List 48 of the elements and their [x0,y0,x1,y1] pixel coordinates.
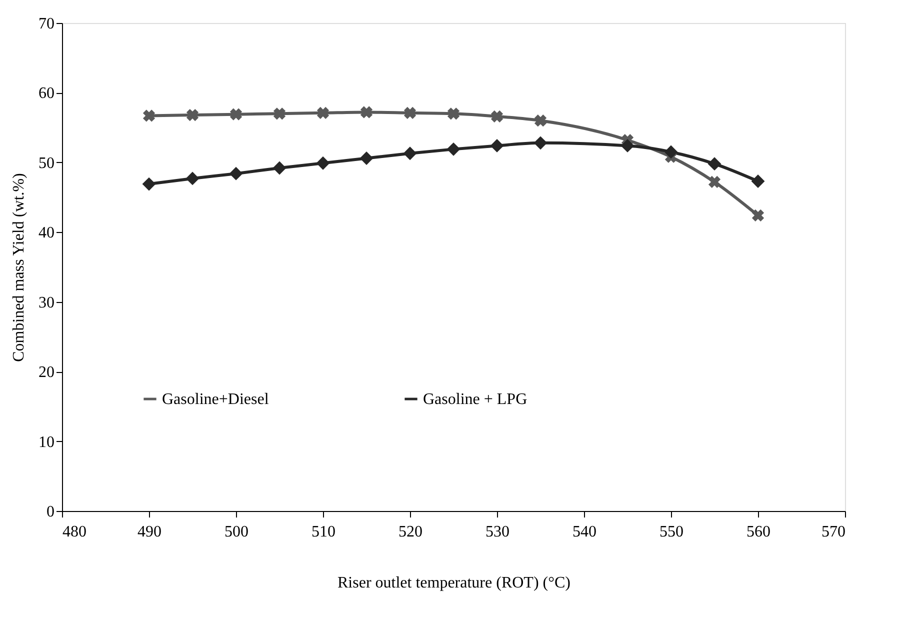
point [620,138,634,152]
point [272,161,286,175]
point [230,108,242,120]
point [534,136,548,150]
x-tick-label: 510 [312,524,336,540]
y-tick-label: 60 [38,85,54,102]
point [404,106,416,119]
point [142,110,156,122]
point [273,108,286,120]
point [316,156,330,170]
y-tick-label: 30 [38,294,54,312]
point [360,106,373,118]
y-axis-title: Combined mass Yield (wt.%) [10,173,28,362]
y-tick-label: 20 [38,364,54,382]
point [446,142,460,156]
y-tick-label: 50 [38,154,54,172]
x-tick-label: 480 [62,524,86,540]
point [490,138,504,152]
y-tick-label: 40 [38,224,54,242]
x-tick-label: 520 [398,524,422,540]
x-tick-label: 530 [486,524,510,540]
point [447,108,460,120]
point [142,177,156,191]
legend-label: Gasoline+Diesel [162,391,270,408]
point [708,157,722,171]
point [751,174,765,188]
x-tick-label: 560 [746,524,770,540]
point [664,145,678,159]
point [360,152,374,165]
x-tick-label: 550 [660,524,684,540]
y-tick-label: 10 [38,434,54,451]
point [534,114,547,127]
x-tick-label: 570 [822,524,846,540]
point [316,106,330,119]
x-axis-title: Riser outlet temperature (ROT) (°C) [338,574,570,592]
point [708,176,721,188]
point [403,146,417,160]
legend-label: Gasoline + LPG [423,391,528,408]
y-tick-label: 0 [46,504,54,520]
x-tick-label: 490 [138,524,162,540]
point [186,172,200,186]
point [490,110,504,122]
point [229,166,243,180]
point [186,108,199,122]
point [752,209,764,222]
x-tick-label: 540 [572,524,596,540]
x-tick-label: 500 [224,524,248,540]
y-tick-label: 70 [38,16,54,32]
